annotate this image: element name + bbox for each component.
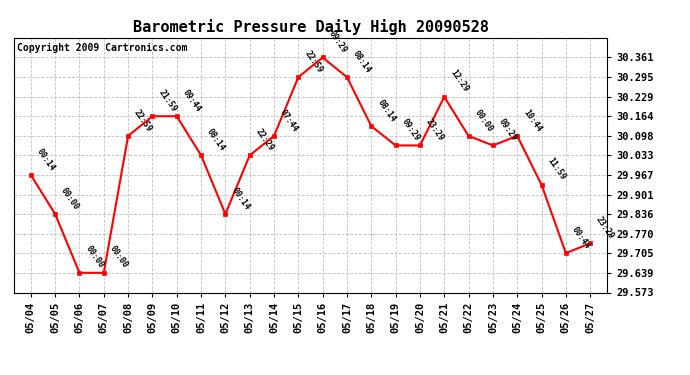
Text: 08:14: 08:14 — [205, 127, 227, 153]
Text: 00:00: 00:00 — [83, 244, 106, 270]
Text: 22:59: 22:59 — [132, 108, 154, 133]
Text: 08:14: 08:14 — [375, 98, 397, 123]
Title: Barometric Pressure Daily High 20090528: Barometric Pressure Daily High 20090528 — [132, 19, 489, 35]
Text: 12:29: 12:29 — [448, 68, 470, 94]
Text: 09:29: 09:29 — [327, 29, 348, 55]
Text: 00:00: 00:00 — [473, 108, 495, 133]
Text: 09:29: 09:29 — [497, 117, 519, 142]
Text: 08:14: 08:14 — [351, 49, 373, 74]
Text: 00:00: 00:00 — [108, 244, 130, 270]
Text: 09:29: 09:29 — [400, 117, 422, 142]
Text: 23:29: 23:29 — [594, 215, 616, 240]
Text: 11:59: 11:59 — [546, 156, 567, 182]
Text: 09:44: 09:44 — [181, 88, 203, 114]
Text: 23:29: 23:29 — [424, 117, 446, 142]
Text: 00:14: 00:14 — [230, 186, 251, 211]
Text: 21:59: 21:59 — [157, 88, 178, 114]
Text: 22:59: 22:59 — [302, 49, 324, 74]
Text: 00:44: 00:44 — [570, 225, 592, 251]
Text: 00:14: 00:14 — [35, 147, 57, 172]
Text: Copyright 2009 Cartronics.com: Copyright 2009 Cartronics.com — [17, 43, 187, 52]
Text: 10:44: 10:44 — [522, 108, 543, 133]
Text: 07:44: 07:44 — [278, 108, 300, 133]
Text: 00:00: 00:00 — [59, 186, 81, 211]
Text: 22:29: 22:29 — [254, 127, 275, 153]
